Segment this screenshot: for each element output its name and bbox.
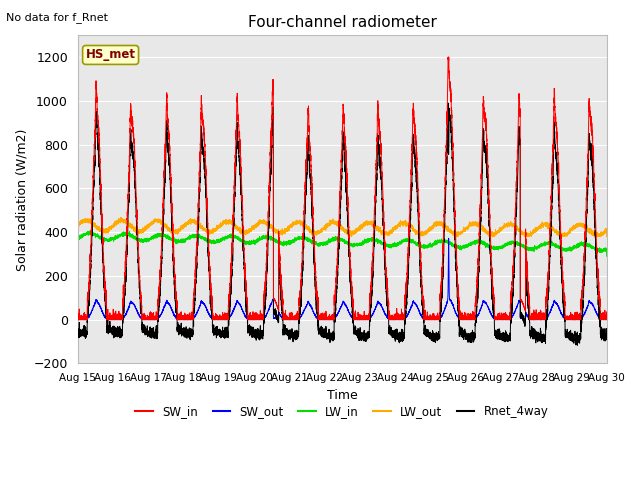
Title: Four-channel radiometer: Four-channel radiometer bbox=[248, 15, 436, 30]
Y-axis label: Solar radiation (W/m2): Solar radiation (W/m2) bbox=[15, 128, 28, 271]
X-axis label: Time: Time bbox=[327, 389, 358, 402]
Text: No data for f_Rnet: No data for f_Rnet bbox=[6, 12, 108, 23]
Legend: SW_in, SW_out, LW_in, LW_out, Rnet_4way: SW_in, SW_out, LW_in, LW_out, Rnet_4way bbox=[131, 401, 554, 423]
Text: HS_met: HS_met bbox=[86, 48, 136, 61]
